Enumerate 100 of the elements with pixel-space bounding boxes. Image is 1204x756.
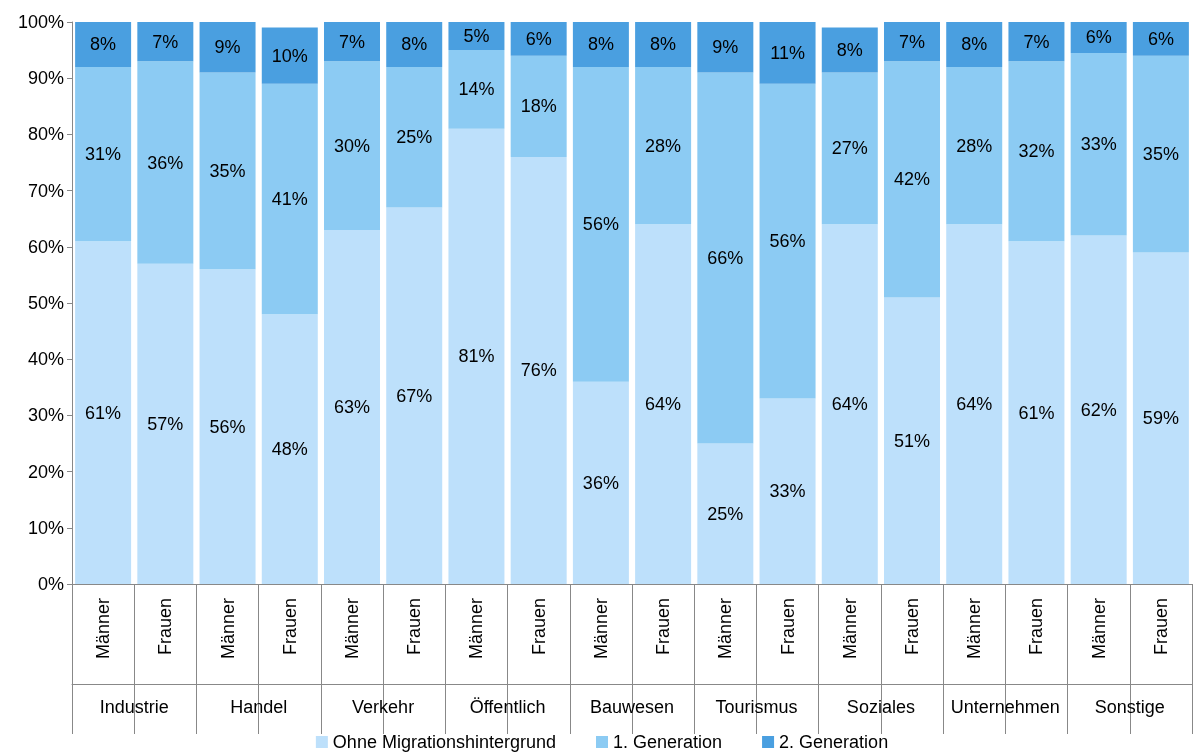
data-label: 8% (90, 34, 117, 55)
y-tick-label: 70% (27, 180, 64, 201)
data-label: 7% (152, 31, 179, 52)
data-label: 10% (271, 45, 308, 66)
bar (261, 314, 318, 584)
y-tick-label: 20% (27, 461, 64, 482)
y-tick-label: 40% (27, 349, 64, 370)
data-label: 25% (707, 503, 744, 524)
bar (821, 72, 878, 225)
data-label: 35% (1142, 144, 1179, 165)
text: Sonstige (1094, 697, 1165, 717)
data-label: 8% (401, 34, 428, 55)
bar (386, 22, 443, 67)
bar (75, 241, 132, 584)
legend-label: 1. Generation (612, 732, 723, 752)
bar (759, 22, 816, 84)
bar (199, 22, 256, 73)
data-label: 56% (582, 214, 619, 235)
bar (821, 27, 878, 73)
bar (324, 61, 380, 230)
data-label: 59% (1142, 408, 1179, 429)
legend-label: 2. Generation (779, 732, 889, 752)
x-tick-label: Frauen (1026, 598, 1047, 656)
bar (572, 22, 629, 67)
bar (759, 83, 816, 399)
data-label: 8% (961, 34, 988, 55)
data-label: 42% (893, 169, 931, 190)
data-label: 64% (831, 394, 868, 415)
data-label: 8% (587, 34, 614, 55)
bar (386, 207, 443, 584)
data-label: 33% (1080, 134, 1117, 155)
x-tick-label: Männer (217, 597, 238, 660)
y-tick-label: 60% (27, 236, 64, 257)
bar (1008, 22, 1065, 62)
text: Soziales (846, 697, 915, 717)
text: Öffentlich (469, 697, 546, 717)
x-tick-label: Frauen (279, 598, 300, 656)
x-tick-label: Männer (342, 597, 362, 660)
data-label: 67% (396, 385, 433, 406)
y-tick-label: 0% (37, 574, 64, 594)
data-label: 62% (1080, 399, 1117, 420)
bar (261, 83, 318, 315)
data-label: 64% (645, 394, 682, 415)
x-tick-label: Männer (715, 597, 736, 660)
x-tick-label: Frauen (653, 598, 674, 656)
data-label: 7% (1023, 31, 1050, 52)
bar (137, 22, 194, 62)
bar (1008, 61, 1065, 242)
data-label: 35% (209, 160, 246, 181)
bar (137, 61, 194, 264)
bar (884, 61, 940, 298)
data-label: 14% (458, 79, 495, 100)
bar (1132, 252, 1189, 584)
bar (946, 66, 1003, 225)
bar (884, 22, 940, 62)
legend-label: Ohne Migrationshintergrund (332, 732, 556, 752)
x-tick-label: Frauen (777, 598, 798, 656)
data-label: 8% (650, 34, 677, 55)
bar (199, 72, 256, 270)
bar (759, 398, 816, 584)
data-label: 31% (85, 144, 122, 165)
bar (946, 22, 1003, 67)
x-tick-label: Männer (93, 597, 114, 660)
bar (137, 263, 194, 584)
bar (75, 66, 132, 242)
bar (386, 66, 443, 208)
y-tick-label: 30% (27, 405, 64, 426)
data-label: 27% (831, 138, 868, 159)
bar (324, 22, 380, 62)
data-label: 28% (956, 135, 993, 156)
y-tick-label: 50% (27, 293, 64, 313)
data-label: 61% (1018, 402, 1055, 423)
data-label: 63% (333, 396, 371, 417)
text: Tourismus (715, 697, 798, 717)
bar (261, 27, 318, 84)
data-label: 6% (1147, 28, 1174, 49)
bar (510, 22, 567, 56)
x-tick-label: Frauen (404, 598, 425, 656)
data-label: 56% (769, 231, 806, 252)
y-tick-label: 90% (27, 68, 64, 89)
bar (635, 66, 692, 225)
data-label: 48% (271, 439, 308, 460)
bar (946, 224, 1003, 584)
bar (1070, 235, 1127, 584)
data-label: 25% (396, 127, 433, 148)
bar (635, 22, 692, 67)
bar (697, 443, 754, 584)
data-label: 66% (707, 248, 744, 269)
x-tick-label: Männer (590, 597, 611, 660)
data-label: 30% (333, 135, 371, 156)
x-tick-label: Männer (839, 597, 860, 660)
text: Handel (230, 697, 288, 717)
bar (324, 229, 380, 584)
x-tick-label: Frauen (155, 598, 176, 656)
text: Unternehmen (950, 697, 1060, 717)
bar (1070, 52, 1127, 236)
data-label: 32% (1018, 141, 1055, 162)
x-tick-label: Frauen (528, 598, 549, 656)
data-label: 7% (898, 31, 926, 52)
data-label: 18% (520, 96, 557, 117)
